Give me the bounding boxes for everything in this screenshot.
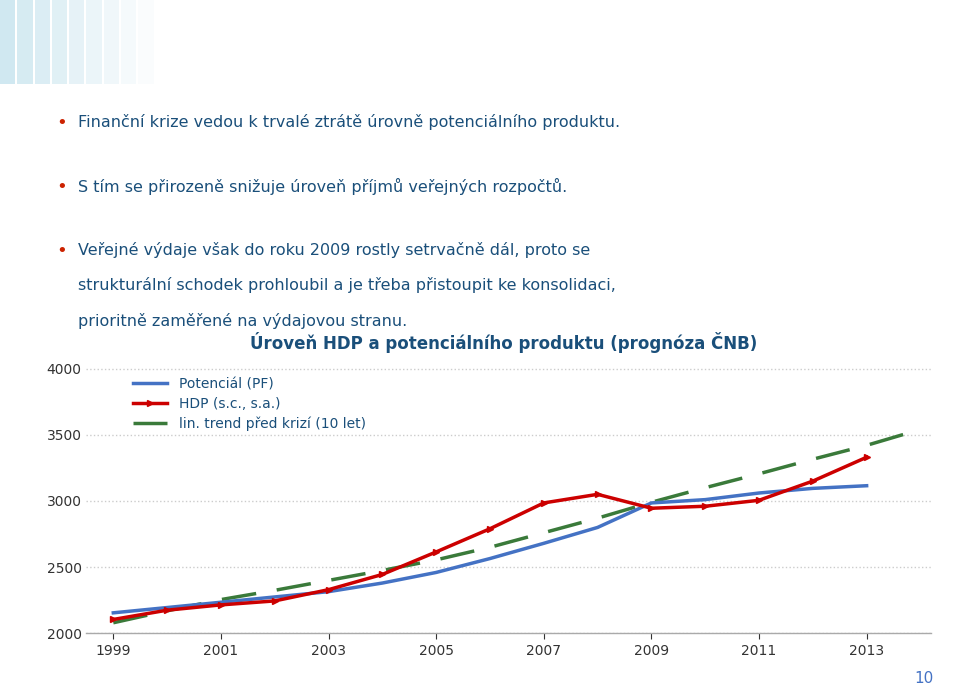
Bar [104, 0, 119, 84]
Bar [0, 0, 15, 84]
Bar [121, 0, 136, 84]
Text: S tím se přirozeně snižuje úroveň příjmů veřejných rozpočtů.: S tím se přirozeně snižuje úroveň příjmů… [79, 178, 567, 195]
Bar [17, 0, 33, 84]
Text: Dlouhodobé dopady krizí: Dlouhodobé dopady krizí [255, 27, 647, 56]
Bar [69, 0, 84, 84]
Text: •: • [56, 242, 66, 260]
Bar [35, 0, 50, 84]
Bar [156, 0, 171, 84]
Legend: Potenciál (PF), HDP (s.c., s.a.), lin. trend před krizí (10 let): Potenciál (PF), HDP (s.c., s.a.), lin. t… [127, 372, 372, 436]
Text: Úroveň HDP a potenciálního produktu (prognóza ČNB): Úroveň HDP a potenciálního produktu (pro… [251, 332, 757, 354]
Text: Veřejné výdaje však do roku 2009 rostly setrvačně dál, proto se: Veřejné výdaje však do roku 2009 rostly … [79, 242, 590, 258]
Bar [86, 0, 102, 84]
Bar [173, 0, 188, 84]
Text: •: • [56, 114, 66, 132]
Text: 10: 10 [914, 671, 933, 686]
Bar [138, 0, 154, 84]
Text: strukturální schodek prohloubil a je třeba přistoupit ke konsolidaci,: strukturální schodek prohloubil a je tře… [79, 278, 616, 294]
Text: Finanční krize vedou k trvalé ztrátě úrovně potenciálního produktu.: Finanční krize vedou k trvalé ztrátě úro… [79, 114, 620, 130]
Bar [52, 0, 67, 84]
Bar [190, 0, 205, 84]
Text: prioritně zaměřené na výdajovou stranu.: prioritně zaměřené na výdajovou stranu. [79, 313, 408, 329]
Text: •: • [56, 178, 66, 196]
